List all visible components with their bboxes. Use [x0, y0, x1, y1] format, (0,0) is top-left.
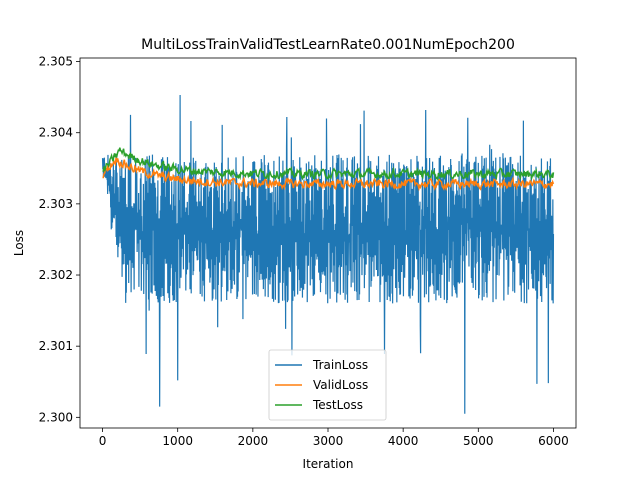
y-axis: 2.300 2.301 2.302 2.303 2.304 2.305	[39, 55, 80, 424]
y-tick-label: 2.300	[39, 410, 73, 424]
x-tick-label: 1000	[162, 434, 193, 448]
y-tick-label: 2.303	[39, 197, 73, 211]
legend-label-testloss: TestLoss	[312, 398, 363, 412]
y-tick-label: 2.302	[39, 268, 73, 282]
series-testloss-line	[102, 147, 555, 182]
y-tick-label: 2.304	[39, 126, 73, 140]
x-tick-label: 0	[99, 434, 107, 448]
y-axis-label: Loss	[12, 230, 26, 256]
x-tick-label: 5000	[463, 434, 494, 448]
legend-label-trainloss: TrainLoss	[312, 358, 368, 372]
legend: TrainLoss ValidLoss TestLoss	[268, 349, 387, 421]
x-tick-label: 4000	[388, 434, 419, 448]
x-axis: 0 1000 2000 3000 4000 5000 6000	[99, 428, 569, 448]
x-tick-label: 6000	[538, 434, 569, 448]
y-tick-label: 2.305	[39, 55, 73, 69]
x-tick-label: 3000	[313, 434, 344, 448]
legend-label-validloss: ValidLoss	[313, 378, 368, 392]
x-tick-label: 2000	[238, 434, 269, 448]
y-tick-label: 2.301	[39, 339, 73, 353]
series-validloss-line	[102, 157, 555, 192]
series-layer	[101, 94, 555, 414]
chart-title: MultiLossTrainValidTestLearnRate0.001Num…	[141, 37, 515, 53]
series-trainloss-line	[101, 94, 555, 414]
legend-box	[268, 349, 387, 421]
x-axis-label: Iteration	[303, 457, 354, 471]
